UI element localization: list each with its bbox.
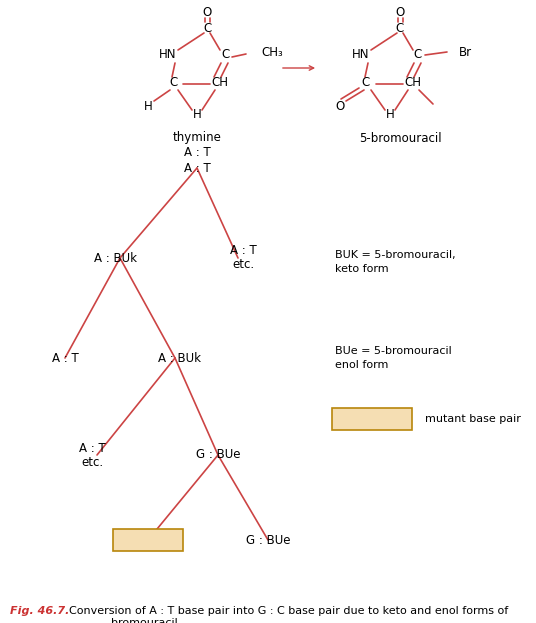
Text: A : T: A : T [51,351,78,364]
Bar [113,529,183,551]
Text: etc.: etc. [232,259,254,272]
Text: thymine: thymine [173,131,221,145]
Bar [332,408,412,430]
Text: H: H [192,108,202,121]
Text: mutant base pair: mutant base pair [425,414,521,424]
Text: 5-bromouracil: 5-bromouracil [359,131,441,145]
Text: A : T: A : T [184,161,210,174]
Text: BUe = 5-bromouracil: BUe = 5-bromouracil [335,346,452,356]
Text: keto form: keto form [335,264,389,274]
Text: HN: HN [159,49,177,62]
Text: Fig. 46.7.: Fig. 46.7. [10,606,69,616]
Text: C: C [169,75,177,88]
Text: O: O [336,100,345,113]
Text: A : T: A : T [229,244,256,257]
Text: C: C [221,49,229,62]
Text: O: O [396,6,405,19]
Text: CH: CH [212,75,228,88]
Text: C: C [203,22,211,34]
Text: O: O [203,6,212,19]
Text: G : C: G : C [128,533,160,546]
Text: C: C [396,22,404,34]
Text: C: C [414,49,422,62]
Text: G : BUe: G : BUe [245,533,291,546]
Text: A : BUk: A : BUk [159,351,202,364]
Text: H: H [385,108,394,121]
Text: etc.: etc. [81,455,103,468]
Text: enol form: enol form [335,360,389,370]
Text: BUK = 5-bromouracil,: BUK = 5-bromouracil, [335,250,456,260]
Text: A : T: A : T [184,146,210,158]
Text: C: C [362,75,370,88]
Text: CH₃: CH₃ [261,45,283,59]
Text: A : T: A : T [79,442,106,455]
Text: CH: CH [405,75,421,88]
Text: A : BUk: A : BUk [93,252,137,265]
Text: Br: Br [458,45,472,59]
Text: HN: HN [352,49,370,62]
Text: G : BUe: G : BUe [196,449,240,462]
Text: Conversion of A : T base pair into G : C base pair due to keto and enol forms of: Conversion of A : T base pair into G : C… [62,606,508,623]
Text: H: H [144,100,152,113]
